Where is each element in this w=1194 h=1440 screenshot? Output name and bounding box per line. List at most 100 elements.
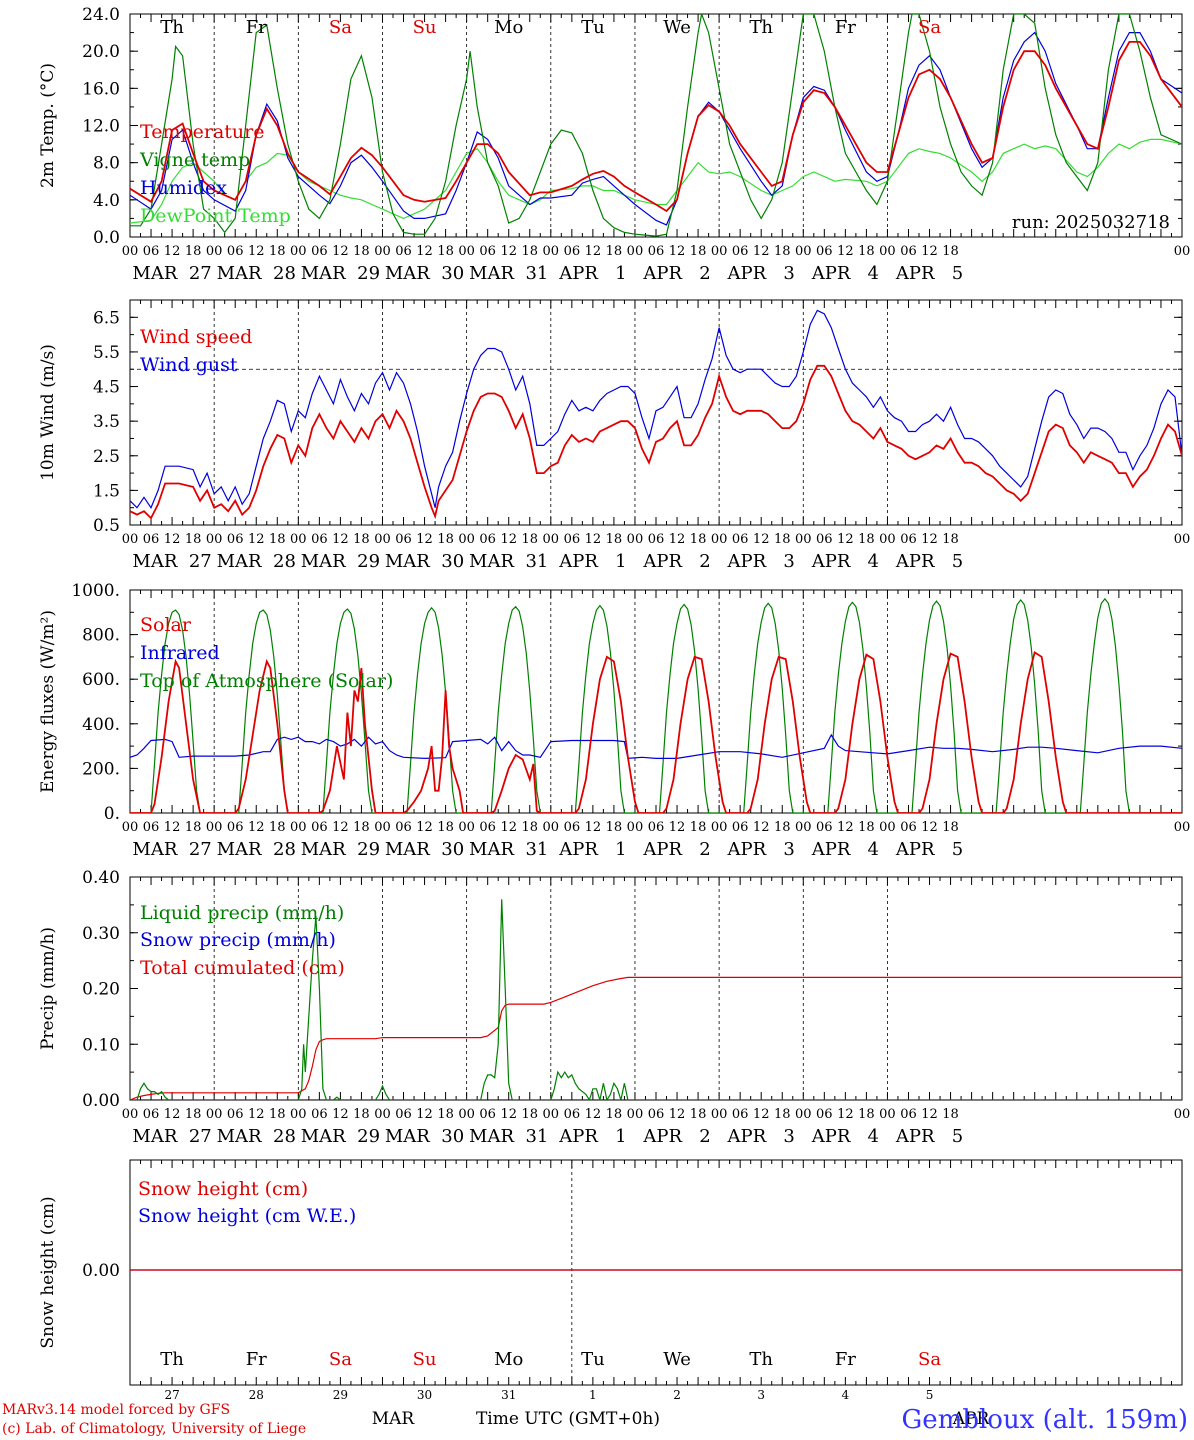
hour-tick-label: 00 bbox=[290, 1107, 307, 1122]
legend-entry: Top of Atmosphere (Solar) bbox=[140, 670, 393, 692]
y-tick-label: 800. bbox=[82, 626, 120, 646]
date-label: APR 5 bbox=[895, 263, 963, 284]
hour-tick-label: 18 bbox=[858, 1107, 875, 1122]
date-label: MAR 29 bbox=[301, 839, 380, 860]
hour-tick-label: 12 bbox=[921, 532, 938, 547]
run-annotation: run: 2025032718 bbox=[1012, 212, 1170, 233]
hour-tick-label: 18 bbox=[353, 820, 370, 835]
y-axis-label: Precip (mm/h) bbox=[38, 927, 58, 1050]
day-number-label: 28 bbox=[249, 1388, 264, 1402]
hour-tick-label: 12 bbox=[248, 532, 265, 547]
weekday-label: Fr bbox=[246, 17, 267, 38]
hour-tick-label: 00 bbox=[795, 820, 812, 835]
hour-tick-label: 06 bbox=[900, 244, 917, 259]
y-axis-label: 10m Wind (m/s) bbox=[38, 344, 58, 481]
hour-tick-label: 06 bbox=[816, 532, 833, 547]
hour-tick-label: 00 bbox=[458, 820, 475, 835]
y-tick-label: 4.0 bbox=[93, 191, 120, 211]
hour-tick-label: 00 bbox=[374, 532, 391, 547]
hour-tick-label: 00 bbox=[627, 532, 644, 547]
hour-tick-label: 06 bbox=[564, 820, 581, 835]
hour-tick-label: 06 bbox=[900, 820, 917, 835]
hour-tick-label: 00 bbox=[543, 244, 560, 259]
weekday-label: Th bbox=[749, 17, 773, 38]
hour-tick-label: 06 bbox=[732, 820, 749, 835]
legend-entry: Humidex bbox=[140, 177, 227, 199]
hour-tick-label: 00 bbox=[711, 532, 728, 547]
hour-tick-label: 12 bbox=[500, 244, 517, 259]
y-tick-label: 0.5 bbox=[93, 516, 120, 536]
y-tick-label: 6.5 bbox=[93, 308, 120, 328]
hour-tick-label: 12 bbox=[669, 1107, 686, 1122]
hour-tick-label: 18 bbox=[437, 820, 454, 835]
date-label: MAR 30 bbox=[385, 1126, 464, 1147]
hour-tick-label: 06 bbox=[395, 1107, 412, 1122]
legend-entry: Snow height (cm W.E.) bbox=[138, 1205, 356, 1227]
weekday-label: Sa bbox=[329, 1349, 352, 1370]
hour-tick-label: 18 bbox=[606, 244, 623, 259]
date-label: MAR 27 bbox=[132, 1126, 211, 1147]
hour-tick-label: 18 bbox=[942, 244, 959, 259]
hour-tick-label: 00 bbox=[122, 244, 139, 259]
date-label: APR 4 bbox=[811, 263, 879, 284]
y-tick-label: 200. bbox=[82, 759, 120, 779]
hour-tick-label: 12 bbox=[164, 532, 181, 547]
hour-tick-label: 18 bbox=[690, 532, 707, 547]
weekday-label: Mo bbox=[494, 17, 523, 38]
series-line-total-cumulated-cm bbox=[130, 976, 1182, 1100]
hour-tick-label: 06 bbox=[648, 820, 665, 835]
date-label: APR 2 bbox=[642, 1126, 710, 1147]
hour-tick-label: 00 bbox=[458, 1107, 475, 1122]
legend-entry: Snow height (cm) bbox=[138, 1178, 308, 1200]
day-number-label: 5 bbox=[926, 1388, 934, 1402]
hour-tick-label: 12 bbox=[500, 820, 517, 835]
panel-5: 0.00 Snow height (cm) Snow height (cm) Snow… bbox=[38, 1159, 1183, 1402]
date-label: APR 1 bbox=[558, 839, 626, 860]
weekday-label: Sa bbox=[918, 17, 941, 38]
y-axis-label: Energy fluxes (W/m²) bbox=[38, 610, 58, 793]
hour-tick-label: 18 bbox=[774, 532, 791, 547]
legend-entry: Wind gust bbox=[140, 354, 238, 376]
y-axis-label: Snow height (cm) bbox=[38, 1196, 58, 1348]
hour-tick-label: 18 bbox=[269, 1107, 286, 1122]
hour-tick-label: 06 bbox=[564, 244, 581, 259]
hour-tick-label: 18 bbox=[858, 820, 875, 835]
hour-tick-label: 18 bbox=[437, 1107, 454, 1122]
series-line-wind-speed bbox=[130, 364, 1182, 520]
y-tick-label: 0.20 bbox=[82, 980, 120, 1000]
hour-tick-label: 06 bbox=[227, 820, 244, 835]
hour-tick-label: 18 bbox=[690, 1107, 707, 1122]
legend-entry: Temperature bbox=[140, 121, 264, 143]
date-label: MAR 31 bbox=[469, 263, 548, 284]
date-label: APR 2 bbox=[642, 551, 710, 572]
hour-tick-label: 00 bbox=[543, 532, 560, 547]
hour-tick-label: 12 bbox=[332, 244, 349, 259]
hour-tick-label: 12 bbox=[837, 820, 854, 835]
y-tick-label: 5.5 bbox=[93, 343, 120, 363]
hour-tick-label: 12 bbox=[585, 244, 602, 259]
hour-tick-label: 06 bbox=[900, 1107, 917, 1122]
weekday-label: We bbox=[663, 1349, 691, 1370]
y-tick-label: 12.0 bbox=[82, 117, 120, 137]
date-label: APR 2 bbox=[642, 839, 710, 860]
hour-tick-label: 18 bbox=[606, 532, 623, 547]
date-label: MAR 31 bbox=[469, 551, 548, 572]
hour-tick-label: 18 bbox=[185, 244, 202, 259]
hour-tick-label: 00 bbox=[879, 1107, 896, 1122]
hour-tick-label: 00 bbox=[711, 1107, 728, 1122]
hour-tick-label: 06 bbox=[311, 532, 328, 547]
hour-tick-label: 18 bbox=[437, 244, 454, 259]
weekday-label: Th bbox=[749, 1349, 773, 1370]
day-number-label: 4 bbox=[842, 1388, 850, 1402]
hour-tick-label: 00 bbox=[879, 244, 896, 259]
hour-tick-label: 06 bbox=[648, 532, 665, 547]
hour-tick-label: 06 bbox=[479, 1107, 496, 1122]
weekday-label: Fr bbox=[835, 17, 856, 38]
date-label: APR 3 bbox=[727, 839, 795, 860]
date-label: MAR 30 bbox=[385, 263, 464, 284]
hour-tick-label: 06 bbox=[227, 1107, 244, 1122]
hour-tick-label: 06 bbox=[311, 244, 328, 259]
date-label: MAR 27 bbox=[132, 551, 211, 572]
hour-tick-label: 12 bbox=[585, 1107, 602, 1122]
